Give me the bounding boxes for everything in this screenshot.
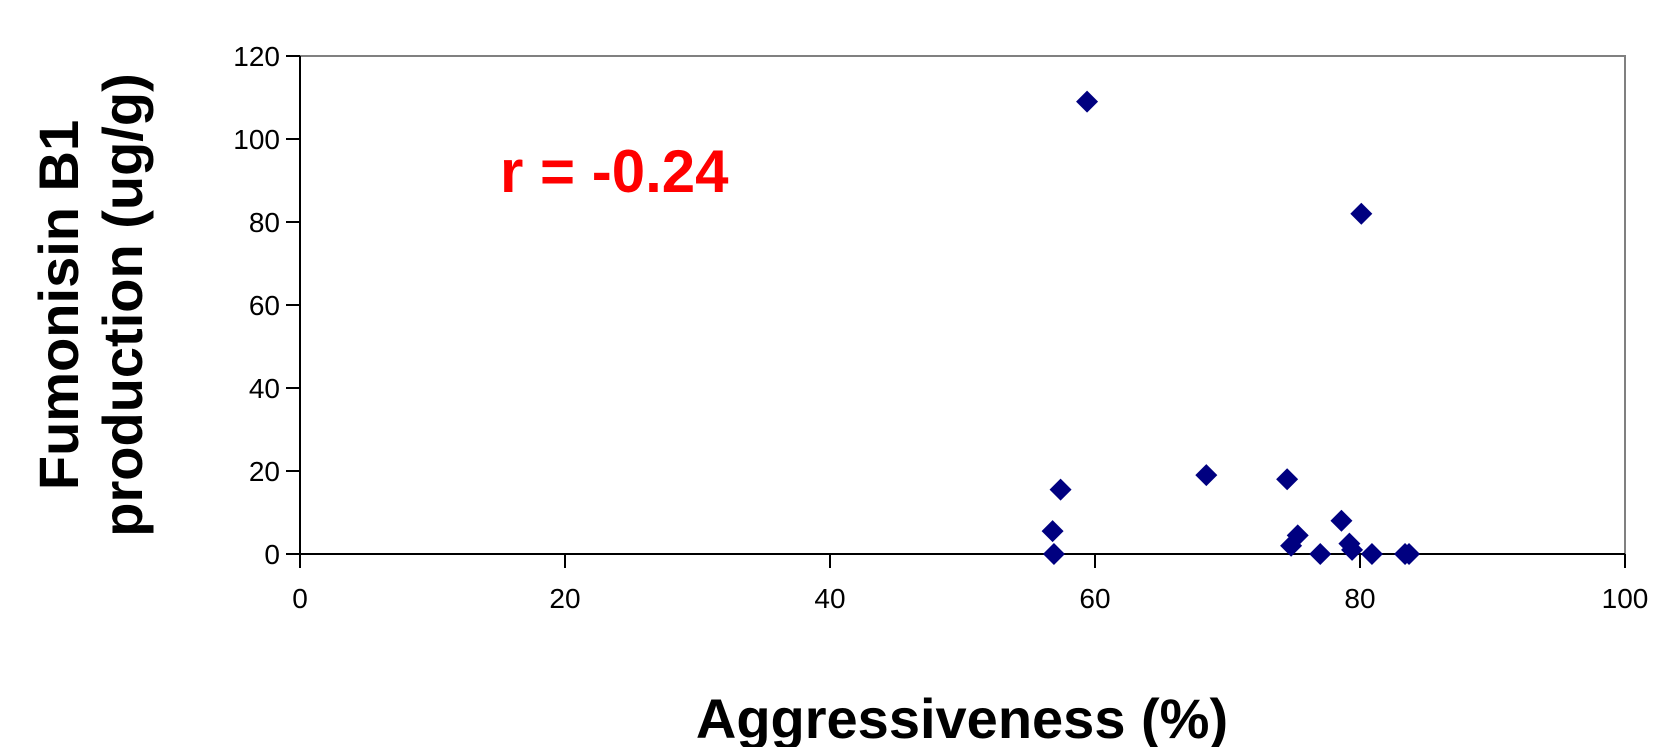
- y-tick-label: 120: [233, 41, 280, 72]
- y-axis-title-line-2: production (ug/g): [91, 73, 154, 536]
- data-point: [1049, 478, 1072, 501]
- data-point: [1360, 543, 1383, 565]
- y-tick-label: 100: [233, 124, 280, 155]
- y-axis-title: Fumonisin B1 production (ug/g): [27, 73, 154, 536]
- y-tick-label: 20: [249, 456, 280, 487]
- x-tick-label: 0: [292, 583, 308, 614]
- data-point: [1280, 534, 1303, 557]
- y-ticks: 0 20 40 60 80 100 120: [233, 41, 300, 570]
- y-tick-label: 40: [249, 373, 280, 404]
- data-points: [1041, 90, 1421, 565]
- x-tick-label: 100: [1602, 583, 1649, 614]
- data-point: [1276, 468, 1299, 491]
- data-point: [1341, 538, 1364, 561]
- data-point: [1350, 202, 1373, 225]
- data-point: [1309, 543, 1332, 565]
- y-tick-label: 60: [249, 290, 280, 321]
- data-point: [1041, 520, 1064, 543]
- x-ticks: 0 20 40 60 80 100: [292, 554, 1648, 614]
- x-tick-label: 60: [1079, 583, 1110, 614]
- data-point: [1330, 509, 1353, 532]
- data-point: [1195, 464, 1218, 487]
- data-point: [1076, 90, 1099, 113]
- y-tick-label: 80: [249, 207, 280, 238]
- x-axis-title: Aggressiveness (%): [696, 687, 1228, 747]
- y-axis-title-line-1: Fumonisin B1: [27, 120, 90, 490]
- x-tick-label: 40: [814, 583, 845, 614]
- x-tick-label: 20: [549, 583, 580, 614]
- data-point: [1398, 543, 1421, 565]
- plot-area: [299, 55, 1626, 555]
- data-point: [1042, 543, 1065, 565]
- x-tick-label: 80: [1344, 583, 1375, 614]
- y-tick-label: 0: [264, 539, 280, 570]
- correlation-annotation: r = -0.24: [500, 138, 729, 205]
